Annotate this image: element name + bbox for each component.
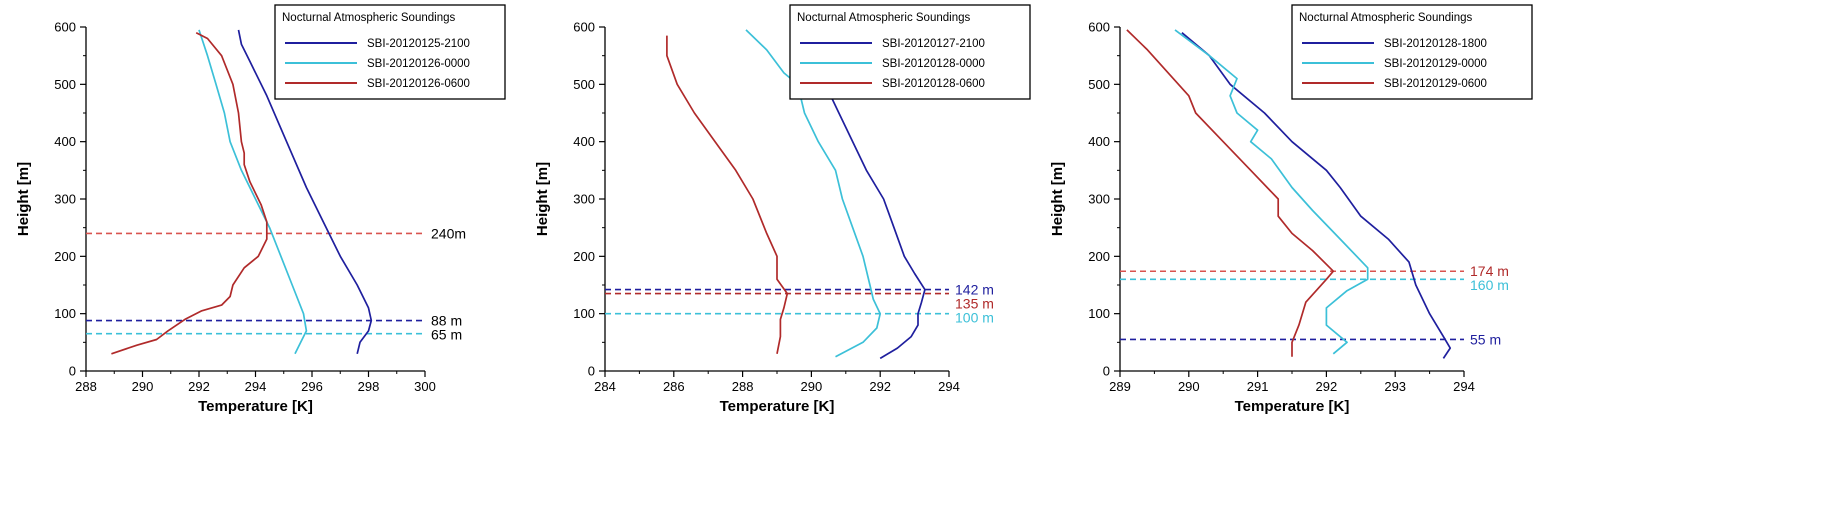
- x-tick-label: 290: [801, 379, 823, 394]
- x-axis-title: Temperature [K]: [720, 398, 835, 415]
- series-line: [796, 29, 926, 360]
- y-tick-label: 400: [1088, 134, 1110, 149]
- legend-title: Nocturnal Atmospheric Soundings: [797, 12, 970, 24]
- y-tick-label: 200: [1088, 249, 1110, 264]
- y-tick-label: 0: [69, 364, 76, 379]
- y-tick-label: 600: [54, 20, 76, 35]
- reference-line-label: 88 m: [431, 313, 462, 329]
- legend-label: SBI-20120128-0600: [882, 78, 985, 90]
- legend-title: Nocturnal Atmospheric Soundings: [282, 12, 455, 24]
- legend-title: Nocturnal Atmospheric Soundings: [1299, 12, 1472, 24]
- legend-label: SBI-20120126-0600: [367, 78, 470, 90]
- x-tick-label: 284: [594, 379, 616, 394]
- x-tick-label: 291: [1247, 379, 1269, 394]
- x-tick-label: 292: [188, 379, 210, 394]
- reference-line-label: 100 m: [955, 310, 994, 326]
- series-line: [111, 31, 268, 355]
- series-line: [666, 35, 789, 354]
- y-tick-label: 500: [573, 77, 595, 92]
- x-tick-label: 294: [1453, 379, 1475, 394]
- x-tick-label: 288: [732, 379, 754, 394]
- x-tick-label: 298: [358, 379, 380, 394]
- reference-line-label: 55 m: [1470, 331, 1501, 347]
- y-tick-label: 300: [1088, 192, 1110, 207]
- y-tick-label: 200: [54, 249, 76, 264]
- x-tick-label: 290: [132, 379, 154, 394]
- legend-label: SBI-20120126-0000: [367, 58, 470, 70]
- x-axis-title: Temperature [K]: [1235, 398, 1350, 415]
- x-tick-label: 296: [301, 379, 323, 394]
- y-tick-label: 0: [1103, 364, 1110, 379]
- legend-label: SBI-20120127-2100: [882, 38, 985, 50]
- y-tick-label: 400: [54, 134, 76, 149]
- legend-label: SBI-20120128-0000: [882, 58, 985, 70]
- x-tick-label: 286: [663, 379, 685, 394]
- legend-label: SBI-20120128-1800: [1384, 38, 1487, 50]
- y-axis-title: Height [m]: [1049, 162, 1066, 236]
- y-axis-title: Height [m]: [534, 162, 551, 236]
- legend-label: SBI-20120129-0600: [1384, 78, 1487, 90]
- legend-label: SBI-20120129-0000: [1384, 58, 1487, 70]
- series-line: [1126, 29, 1335, 357]
- y-tick-label: 600: [573, 20, 595, 35]
- y-tick-label: 400: [573, 134, 595, 149]
- x-tick-label: 294: [938, 379, 960, 394]
- reference-line-label: 174 m: [1470, 263, 1509, 279]
- legend-label: SBI-20120125-2100: [367, 38, 470, 50]
- reference-line-label: 240m: [431, 225, 466, 241]
- x-tick-label: 293: [1384, 379, 1406, 394]
- chart-panel-2: 284 286 288 290 292 294 0 100 200 300 400 500 600 Tem…: [534, 4, 1031, 415]
- x-tick-label: 292: [869, 379, 891, 394]
- series-line: [237, 29, 373, 355]
- y-tick-label: 100: [54, 306, 76, 321]
- y-tick-label: 600: [1088, 20, 1110, 35]
- x-tick-label: 290: [1178, 379, 1200, 394]
- reference-line-label: 142 m: [955, 282, 994, 298]
- chart-panel-1: 288 290 292 294 296 298 300 0 100 200 300 400 500 600…: [15, 4, 506, 415]
- y-tick-label: 500: [1088, 77, 1110, 92]
- y-tick-label: 200: [573, 249, 595, 264]
- x-tick-label: 288: [75, 379, 97, 394]
- x-tick-label: 300: [414, 379, 436, 394]
- series-line: [1174, 29, 1369, 355]
- series-line: [1181, 32, 1452, 359]
- y-tick-label: 500: [54, 77, 76, 92]
- x-tick-label: 289: [1109, 379, 1131, 394]
- reference-line-label: 65 m: [431, 327, 462, 343]
- y-tick-label: 100: [573, 306, 595, 321]
- y-tick-label: 300: [54, 192, 76, 207]
- y-tick-label: 100: [1088, 306, 1110, 321]
- y-tick-label: 300: [573, 192, 595, 207]
- x-axis-title: Temperature [K]: [198, 398, 313, 415]
- y-axis-title: Height [m]: [15, 162, 32, 236]
- reference-line-label: 135 m: [955, 296, 994, 312]
- chart-panel-3: 289 290 291 292 293 294 0 100 200 300 400 500 600 Tem…: [1049, 4, 1533, 415]
- y-tick-label: 0: [588, 364, 595, 379]
- x-tick-label: 292: [1316, 379, 1338, 394]
- reference-line-label: 160 m: [1470, 277, 1509, 293]
- x-tick-label: 294: [245, 379, 267, 394]
- series-line: [198, 29, 308, 355]
